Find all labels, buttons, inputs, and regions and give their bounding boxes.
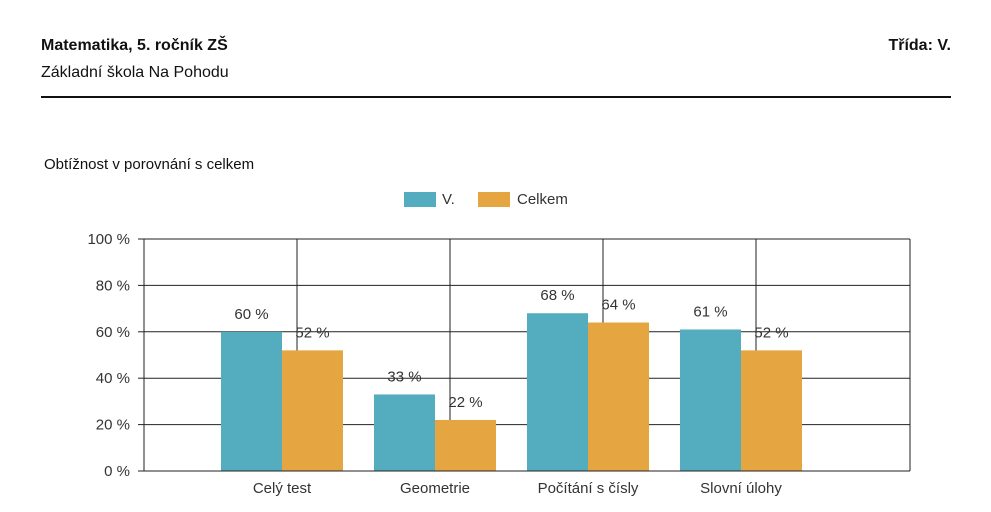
data-label-1-4: 61 % xyxy=(693,303,727,320)
x-tick-label: Geometrie xyxy=(400,480,470,497)
bar-1-1 xyxy=(221,331,282,471)
x-tick-label: Celý test xyxy=(253,480,312,497)
school-name: Základní škola Na Pohodu xyxy=(41,64,229,81)
report-title: Matematika, 5. ročník ZŠ xyxy=(41,37,228,54)
legend-swatch-2 xyxy=(478,192,510,207)
y-tick-label: 20 % xyxy=(96,417,130,434)
x-tick-label: Slovní úlohy xyxy=(700,480,782,497)
bar-2-3 xyxy=(588,322,649,471)
legend-label-1: V. xyxy=(442,191,455,208)
class-label: Třída: V. xyxy=(888,37,951,54)
data-label-2-3: 64 % xyxy=(601,297,635,314)
data-label-2-4: 52 % xyxy=(754,324,788,341)
data-label-2-1: 52 % xyxy=(295,324,329,341)
bar-2-4 xyxy=(741,350,802,471)
data-label-1-1: 60 % xyxy=(234,306,268,323)
chart-title: Obtížnost v porovnání s celkem xyxy=(44,156,255,173)
header-divider xyxy=(41,96,951,98)
x-tick-label: Počítání s čísly xyxy=(538,480,639,497)
bar-1-3 xyxy=(527,313,588,471)
bar-1-2 xyxy=(374,394,435,471)
y-tick-label: 40 % xyxy=(96,370,130,387)
data-label-2-2: 22 % xyxy=(448,394,482,411)
bar-2-1 xyxy=(282,350,343,471)
y-tick-label: 80 % xyxy=(96,277,130,294)
data-label-1-2: 33 % xyxy=(387,368,421,385)
legend-label-2: Celkem xyxy=(517,191,568,208)
y-tick-label: 100 % xyxy=(87,231,130,248)
bar-2-2 xyxy=(435,419,496,471)
bar-1-4 xyxy=(680,329,741,471)
y-tick-label: 60 % xyxy=(96,324,130,341)
data-label-1-3: 68 % xyxy=(540,287,574,304)
y-tick-label: 0 % xyxy=(104,463,130,480)
legend-swatch-1 xyxy=(404,192,436,207)
